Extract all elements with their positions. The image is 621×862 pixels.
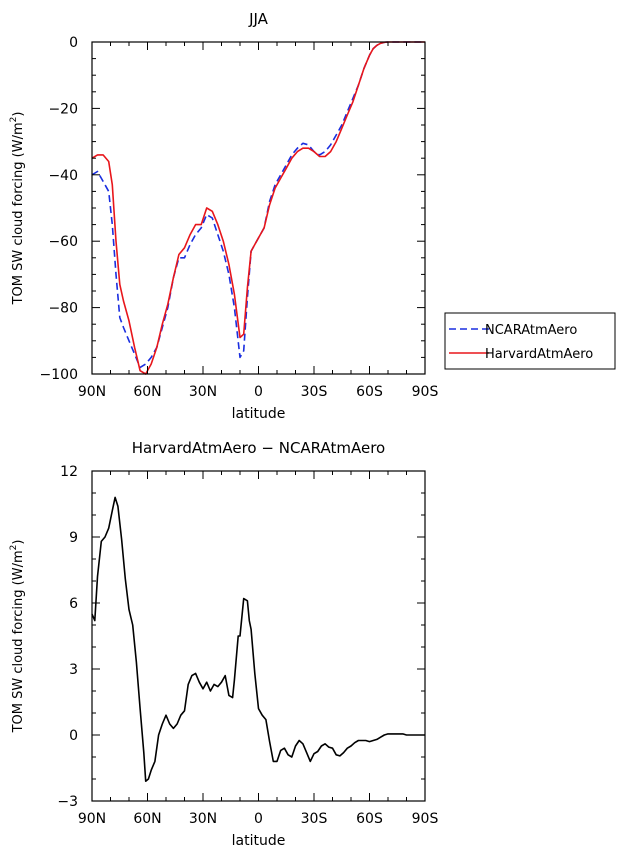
legend-box xyxy=(444,312,616,370)
x-tick-label: 0 xyxy=(254,811,263,827)
series-line-difference xyxy=(91,496,425,783)
y-axis-label-main: TOM SW cloud forcing (W/m xyxy=(11,122,26,305)
x-axis-label: latitude xyxy=(232,833,286,849)
y-tick-label: −100 xyxy=(40,367,78,383)
x-tick-label: 0 xyxy=(254,384,263,400)
x-tick-label: 90N xyxy=(78,811,106,827)
y-axis-label-superscript: 2 xyxy=(9,545,19,551)
plot-frame xyxy=(91,41,426,375)
y-tick-label: −3 xyxy=(57,794,78,810)
x-tick-label: 60S xyxy=(356,384,383,400)
legend-label-harvardatmaero: HarvardAtmAero xyxy=(485,347,593,362)
chart-1: JJA 90N 60N 30N 0 30S 60S 90S 0 −20 −40 −60 −80 −100 l… xyxy=(9,10,616,422)
y-axis-label-close: ) xyxy=(11,540,26,545)
y-tick-label: −20 xyxy=(48,101,78,117)
y-axis-label-main: TOM SW cloud forcing (W/m xyxy=(11,550,26,733)
x-tick-label: 60N xyxy=(133,811,161,827)
x-tick-label: 30N xyxy=(189,384,217,400)
plot-frame xyxy=(91,470,426,802)
x-tick-label: 30N xyxy=(189,811,217,827)
y-axis-label: TOM SW cloud forcing (W/m2) xyxy=(9,112,26,306)
y-tick-label: −60 xyxy=(48,234,78,250)
y-axis-label: TOM SW cloud forcing (W/m2) xyxy=(9,540,26,734)
x-tick-label: 60N xyxy=(133,384,161,400)
x-tick-label: 30S xyxy=(301,384,328,400)
x-tick-label: 90N xyxy=(78,384,106,400)
legend: NCARAtmAero HarvardAtmAero xyxy=(444,312,616,370)
series-line-ncaratmaero xyxy=(91,41,425,369)
y-tick-label: 0 xyxy=(69,35,78,51)
x-axis-label: latitude xyxy=(232,406,286,422)
y-tick-label: 9 xyxy=(69,530,78,546)
y-tick-label: 0 xyxy=(69,728,78,744)
chart-title: JJA xyxy=(248,10,269,28)
x-tick-label: 90S xyxy=(412,811,439,827)
y-axis-label-superscript: 2 xyxy=(9,117,19,123)
y-axis-label-close: ) xyxy=(11,112,26,117)
x-tick-label: 60S xyxy=(356,811,383,827)
legend-label-ncaratmaero: NCARAtmAero xyxy=(485,323,577,338)
y-tick-label: 3 xyxy=(69,662,78,678)
y-tick-label: −80 xyxy=(48,301,78,317)
x-tick-label: 90S xyxy=(412,384,439,400)
x-tick-label: 30S xyxy=(301,811,328,827)
series-line-harvardatmaero xyxy=(91,41,425,375)
y-tick-label: 12 xyxy=(60,464,78,480)
y-tick-label: −40 xyxy=(48,168,78,184)
chart-title: HarvardAtmAero − NCARAtmAero xyxy=(132,439,385,457)
y-tick-label: 6 xyxy=(69,596,78,612)
